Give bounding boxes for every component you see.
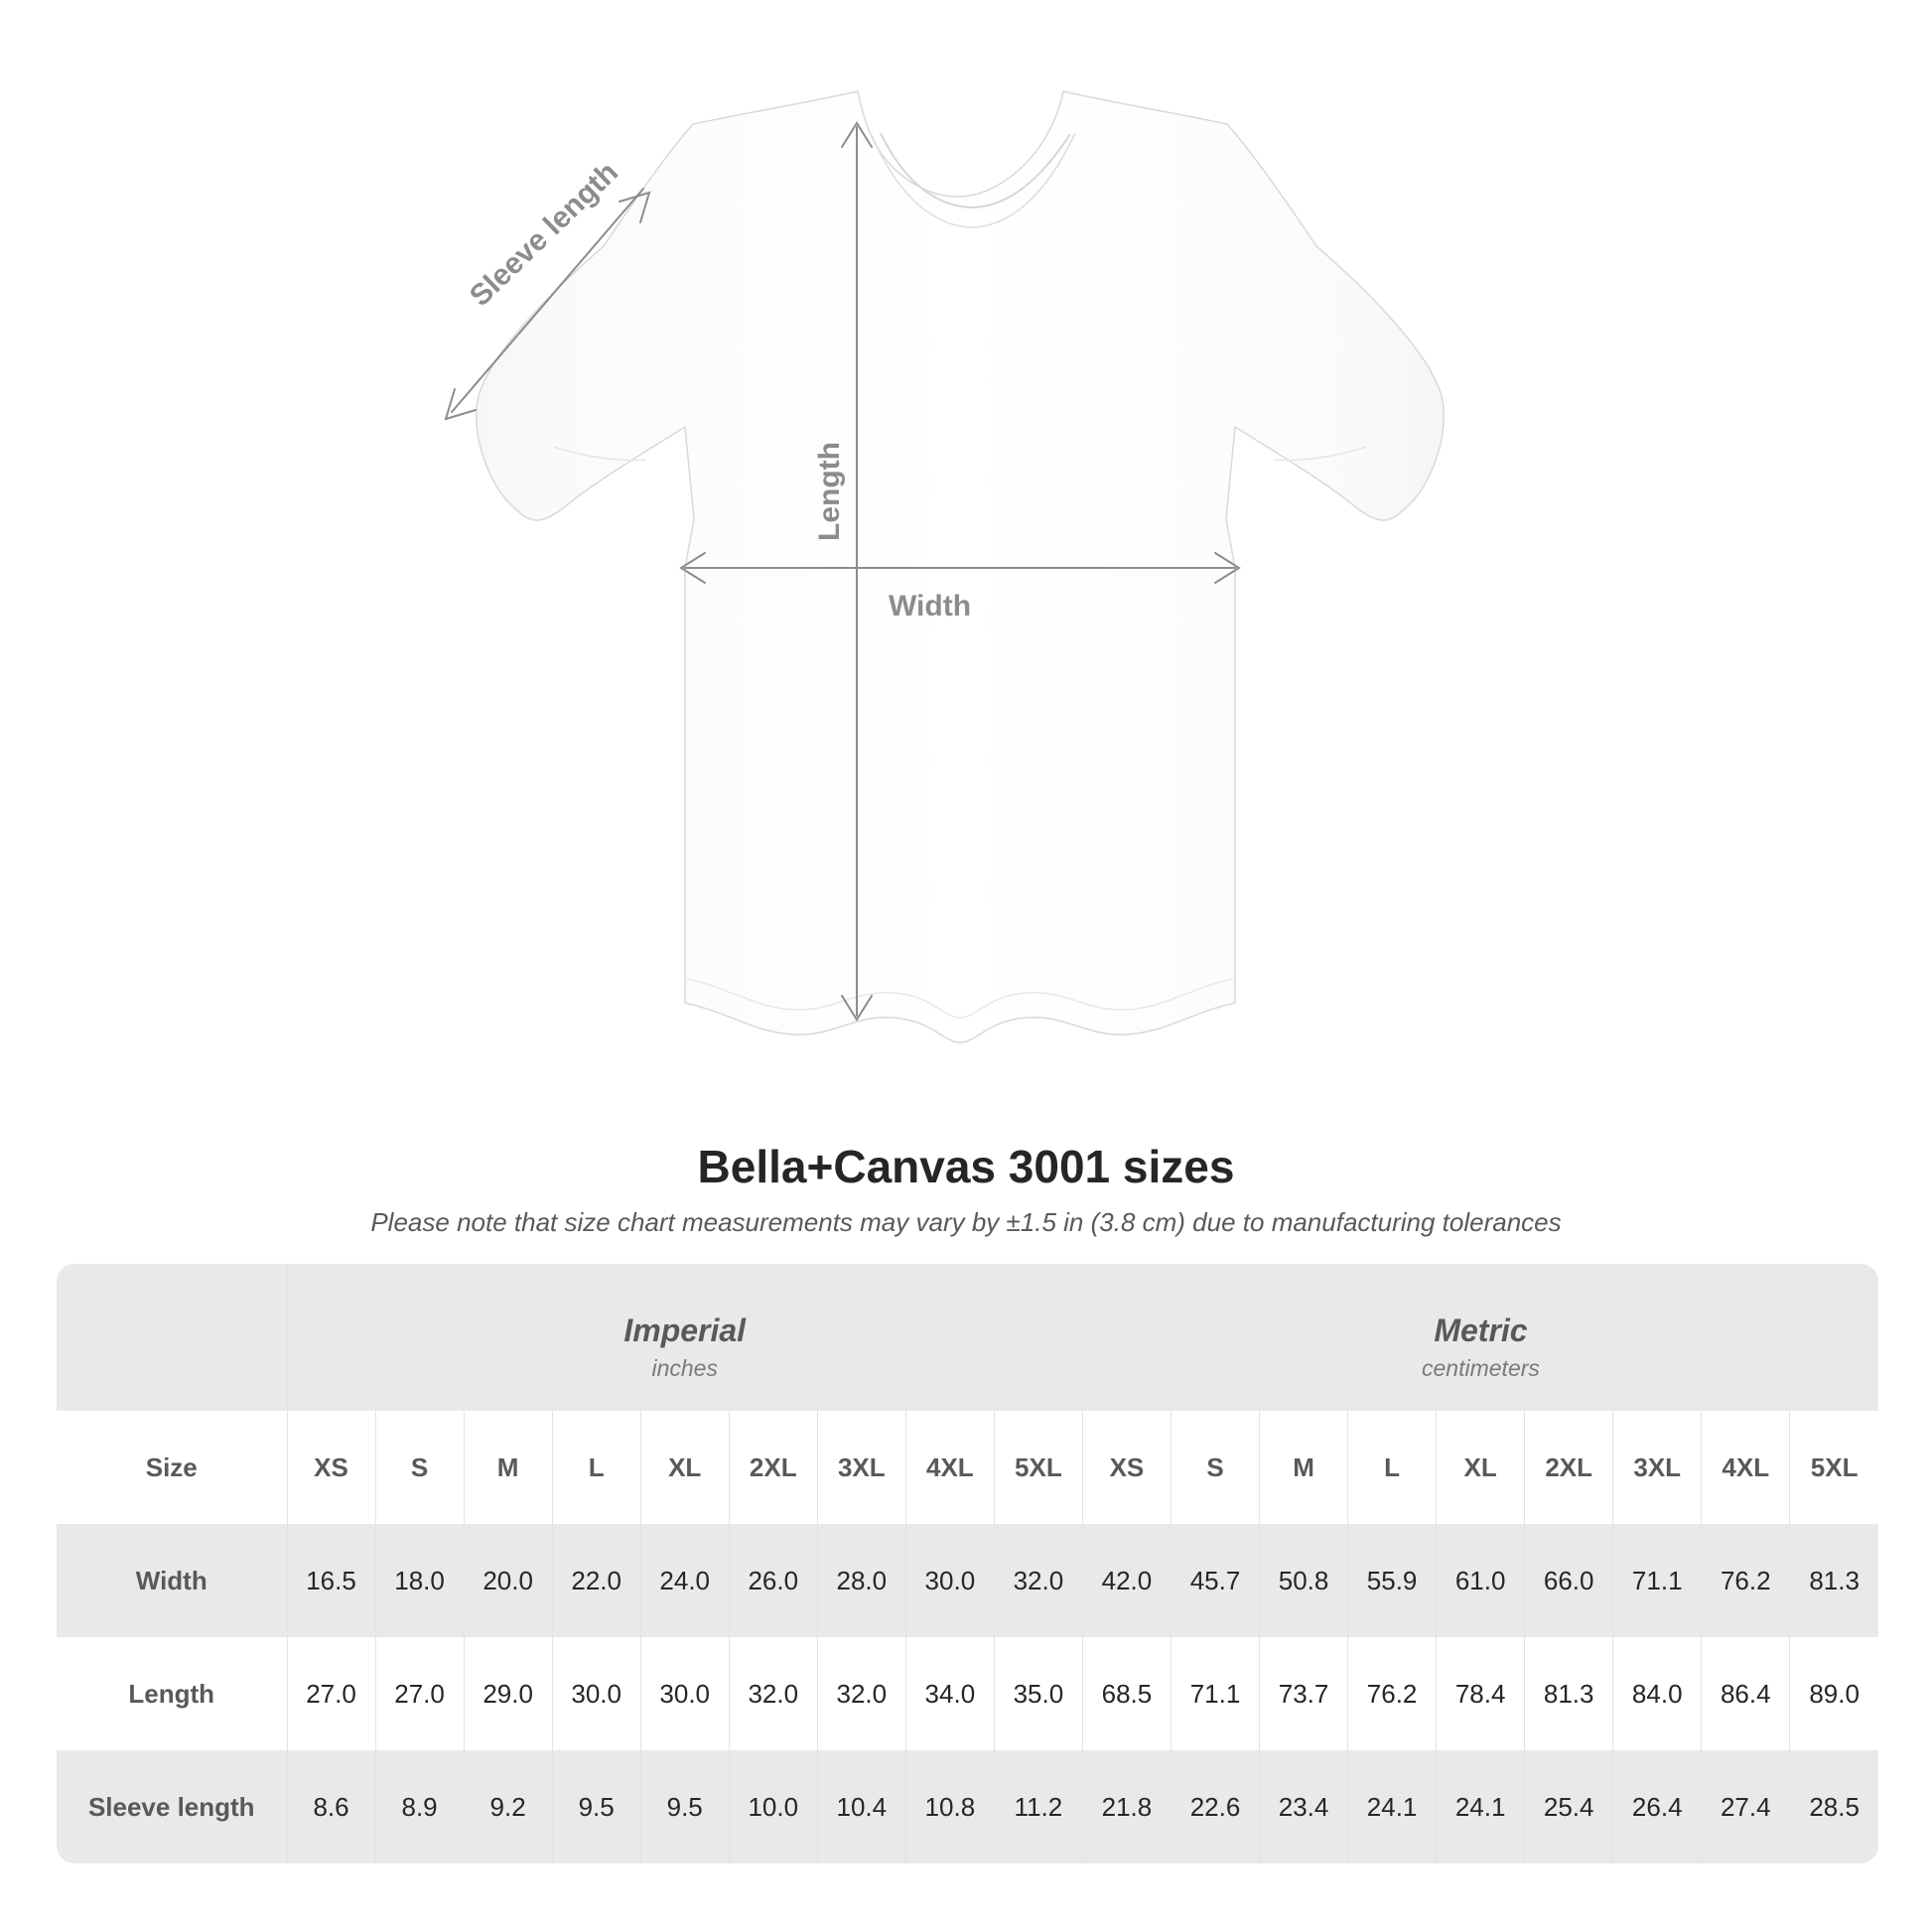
- svg-text:Width: Width: [889, 590, 971, 622]
- svg-text:Length: Length: [813, 442, 846, 541]
